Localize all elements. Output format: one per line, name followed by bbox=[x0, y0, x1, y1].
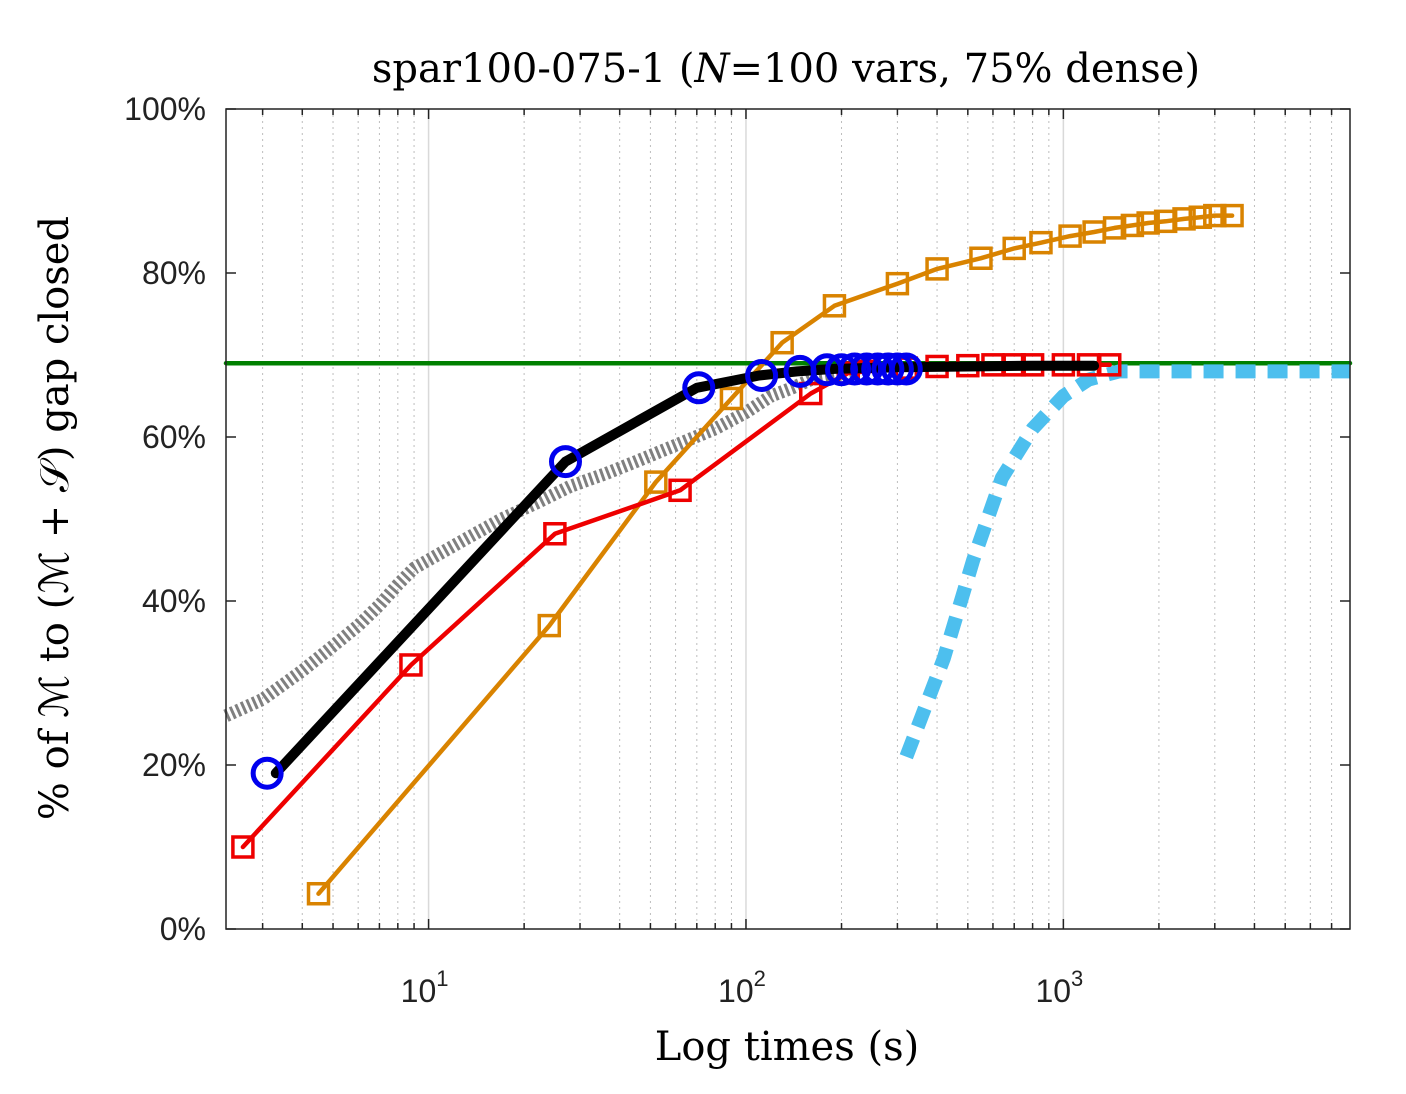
y-tick-label: 100% bbox=[124, 91, 206, 127]
series-7-point bbox=[825, 353, 859, 387]
series-7-point bbox=[850, 352, 884, 386]
y-axis-label: % of ℳ to (ℳ + 𝒮) gap closed bbox=[32, 216, 78, 820]
series-4-point bbox=[885, 271, 910, 296]
series-4-point bbox=[306, 881, 331, 906]
axes-box bbox=[225, 108, 1351, 930]
series-7-point bbox=[250, 756, 284, 790]
y-tick-label: 60% bbox=[142, 419, 206, 455]
series-4-point bbox=[537, 613, 562, 638]
series-4-point bbox=[1120, 213, 1145, 238]
series-4-point bbox=[719, 386, 744, 411]
series-7-point bbox=[682, 371, 716, 405]
series-4-point bbox=[1102, 216, 1127, 240]
series-4-point bbox=[1029, 230, 1053, 255]
grid bbox=[262, 109, 1333, 929]
series-4-point bbox=[644, 470, 668, 494]
y-tick-label: 40% bbox=[142, 583, 206, 619]
series-7-point bbox=[745, 359, 779, 392]
series-4-point bbox=[1002, 236, 1026, 261]
series-4-point bbox=[969, 246, 993, 270]
y-tick-label: 80% bbox=[142, 255, 206, 291]
series-4-point bbox=[1136, 211, 1160, 235]
x-axis-label: Log times (s) bbox=[655, 1024, 919, 1070]
series-7-point bbox=[889, 352, 923, 386]
series-7-point bbox=[838, 352, 872, 386]
ticks: 101 102 103 0% 20% 40% 60% 80% 100% bbox=[124, 91, 1350, 1009]
x-tick-label: 103 bbox=[1035, 966, 1083, 1009]
series-4-point bbox=[925, 257, 949, 281]
series-4-point bbox=[1058, 224, 1082, 248]
series-4-point bbox=[1172, 207, 1196, 231]
y-tick-label: 20% bbox=[142, 747, 206, 783]
series-4-point bbox=[1220, 203, 1244, 228]
x-tick-label: 101 bbox=[401, 966, 449, 1009]
series-5-point bbox=[668, 478, 692, 503]
series-7-point bbox=[880, 352, 914, 386]
series-4-point bbox=[1203, 203, 1227, 228]
y-tick-label: 0% bbox=[160, 911, 206, 947]
series-1-line bbox=[223, 365, 856, 722]
series-5-point bbox=[1097, 353, 1122, 377]
x-tick-label: 102 bbox=[718, 966, 766, 1009]
series-4-point bbox=[822, 294, 847, 318]
plot-area bbox=[223, 203, 1353, 906]
chart-title: spar100-075-1 (N=100 vars, 75% dense) bbox=[372, 46, 1200, 92]
series-7-point bbox=[871, 352, 905, 386]
series-5-point bbox=[231, 835, 255, 859]
series-4-point bbox=[1188, 205, 1213, 229]
series-5-point bbox=[543, 522, 567, 546]
series-4-point bbox=[770, 330, 794, 355]
series-5-point bbox=[399, 653, 423, 677]
series-7-point bbox=[548, 445, 582, 479]
